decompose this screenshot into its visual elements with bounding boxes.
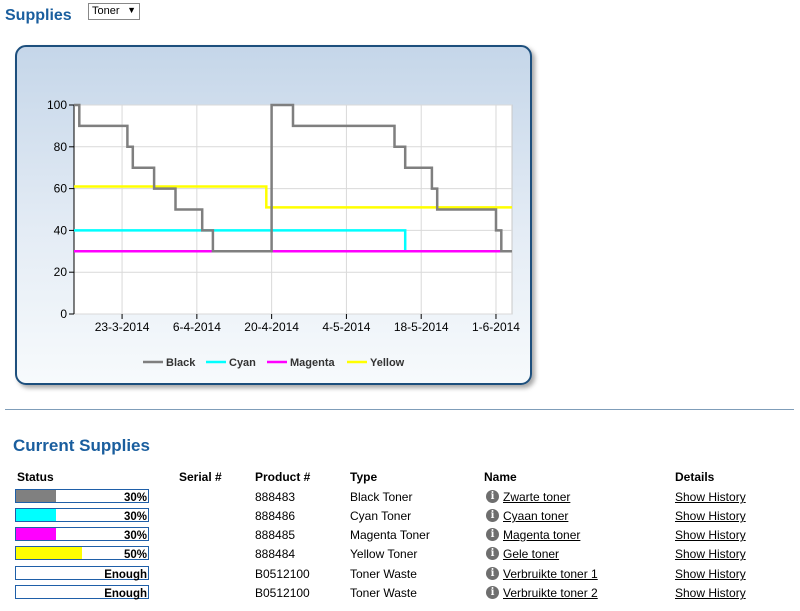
info-icon[interactable]: i: [486, 586, 499, 599]
y-tick-label: 40: [54, 223, 68, 237]
y-tick-label: 0: [60, 307, 67, 321]
supply-level-bar: 50%: [15, 546, 149, 561]
x-tick-label: 23-3-2014: [95, 320, 150, 334]
series-line-yellow: [74, 185, 512, 209]
supply-level-bar: Enough: [15, 585, 149, 600]
legend-label-cyan: Cyan: [229, 357, 256, 369]
x-tick-label: 20-4-2014: [244, 320, 299, 334]
info-icon[interactable]: i: [486, 528, 499, 541]
column-header-details: Details: [675, 470, 715, 484]
table-row: Enough B0512100 Toner Waste i Verbruikte ton…: [0, 565, 800, 584]
supply-type: Yellow Toner: [350, 547, 418, 561]
supply-level-bar: Enough: [15, 566, 149, 581]
supply-level-text: 30%: [123, 492, 147, 504]
table-row: 30% 888486 Cyan Toner i Cyaan toner Show Hist…: [0, 507, 800, 526]
table-row: Enough B0512100 Toner Waste i Verbruikte ton…: [0, 584, 800, 603]
show-history-link[interactable]: Show History: [675, 586, 746, 600]
product-number: B0512100: [255, 567, 310, 581]
x-tick-label: 6-4-2014: [173, 320, 221, 334]
supply-type: Magenta Toner: [350, 528, 430, 542]
column-header-status: Status: [17, 470, 54, 484]
supply-type-select[interactable]: Toner ▼: [88, 3, 140, 20]
y-tick-label: 100: [47, 98, 67, 112]
info-icon[interactable]: i: [486, 567, 499, 580]
product-number: 888486: [255, 509, 296, 523]
product-number: B0512100: [255, 586, 310, 600]
show-history-link[interactable]: Show History: [675, 547, 746, 561]
column-header-name: Name: [484, 470, 517, 484]
show-history-link[interactable]: Show History: [675, 567, 746, 581]
product-number: 888483: [255, 490, 296, 504]
product-number: 888485: [255, 528, 296, 542]
supply-name-link[interactable]: Verbruikte toner 2: [503, 586, 598, 600]
supply-name-link[interactable]: Cyaan toner: [503, 509, 569, 523]
supplies-history-chart: 0 20 40 60 80 100 23-3-2014 6-4-2014 20-4-2014 4-…: [47, 98, 520, 369]
supply-name-link[interactable]: Gele toner: [503, 547, 560, 561]
info-icon[interactable]: i: [486, 509, 499, 522]
supply-type: Cyan Toner: [350, 509, 412, 523]
supply-name-link[interactable]: Verbruikte toner 1: [503, 567, 598, 581]
x-tick-label: 18-5-2014: [394, 320, 449, 334]
supply-level-fill: [16, 490, 56, 502]
x-tick-label: 1-6-2014: [472, 320, 520, 334]
info-icon[interactable]: i: [486, 490, 499, 503]
column-header-serial: Serial #: [179, 470, 222, 484]
supply-name-link[interactable]: Zwarte toner: [503, 490, 571, 504]
legend-label-black: Black: [166, 357, 196, 369]
table-row: 30% 888485 Magenta Toner i Magenta toner Show…: [0, 526, 800, 545]
supply-level-bar: 30%: [15, 527, 149, 542]
table-row: 50% 888484 Yellow Toner i Gele toner Show His…: [0, 545, 800, 564]
supply-type: Black Toner: [350, 490, 413, 504]
info-icon[interactable]: i: [486, 547, 499, 560]
supply-type: Toner Waste: [350, 567, 417, 581]
show-history-link[interactable]: Show History: [675, 528, 746, 542]
y-tick-label: 20: [54, 265, 68, 279]
show-history-link[interactable]: Show History: [675, 490, 746, 504]
table-row: 30% 888483 Black Toner i Zwarte toner Show Hi…: [0, 488, 800, 507]
supply-level-bar: 30%: [15, 508, 149, 523]
supply-level-fill: [16, 509, 56, 521]
show-history-link[interactable]: Show History: [675, 509, 746, 523]
product-number: 888484: [255, 547, 296, 561]
supply-level-text: Enough: [104, 569, 147, 581]
series-line-black: [74, 103, 512, 253]
supply-level-text: Enough: [104, 588, 147, 600]
current-supplies-title: Current Supplies: [13, 436, 150, 455]
supplies-chart-panel: 0 20 40 60 80 100 23-3-2014 6-4-2014 20-4-2014 4-…: [15, 45, 532, 385]
column-header-product: Product #: [255, 470, 311, 484]
page-title: Supplies: [5, 7, 72, 24]
supply-level-text: 30%: [123, 511, 147, 523]
section-divider: [5, 409, 794, 410]
y-tick-label: 60: [54, 182, 68, 196]
supply-level-text: 30%: [123, 530, 147, 542]
y-tick-label: 80: [54, 140, 68, 154]
supply-level-bar: 30%: [15, 489, 149, 504]
supply-type: Toner Waste: [350, 586, 417, 600]
supply-level-fill: [16, 547, 82, 559]
supply-level-fill: [16, 528, 56, 540]
supply-level-text: 50%: [123, 549, 147, 561]
supply-type-select-value: Toner: [92, 5, 120, 17]
column-header-type: Type: [350, 470, 378, 484]
chevron-down-icon: ▼: [127, 5, 136, 15]
x-tick-label: 4-5-2014: [322, 320, 370, 334]
supply-name-link[interactable]: Magenta toner: [503, 528, 581, 542]
legend-label-magenta: Magenta: [290, 357, 336, 369]
legend-label-yellow: Yellow: [370, 357, 405, 369]
